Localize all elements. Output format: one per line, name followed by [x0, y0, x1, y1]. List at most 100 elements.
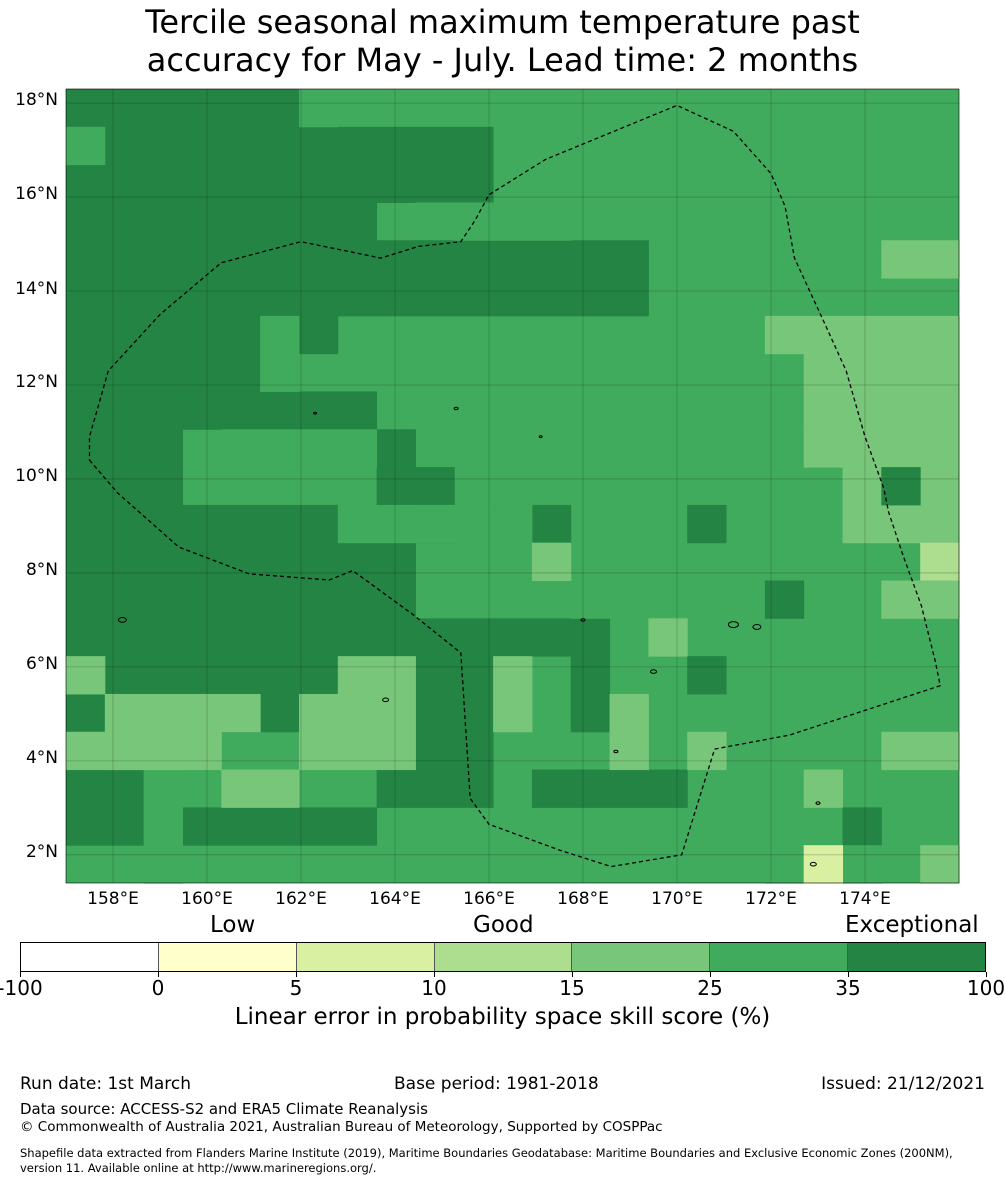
colorbar-tick-mark	[296, 972, 297, 977]
skill-cell	[221, 693, 261, 733]
skill-cell	[182, 807, 378, 846]
skill-cell	[298, 315, 339, 355]
skill-cell	[66, 656, 106, 695]
map-frame	[65, 88, 960, 884]
colorbar-segment	[296, 943, 435, 971]
copyright: © Commonwealth of Australia 2021, Austra…	[20, 1119, 663, 1135]
lat-label: 12°N	[15, 372, 58, 392]
colorbar-tick-mark	[986, 972, 987, 977]
islands	[117, 406, 821, 867]
skill-cell	[570, 580, 688, 619]
colorbar-segment	[710, 943, 849, 971]
skill-cell	[687, 656, 727, 695]
issued-date: Issued: 21/12/2021	[821, 1074, 985, 1094]
shapefile-credit-1: Shapefile data extracted from Flanders M…	[20, 1146, 953, 1160]
lat-label: 6°N	[25, 654, 58, 674]
colorbar-tick-label: 5	[289, 976, 303, 1000]
island-outline	[752, 624, 762, 630]
skill-cell	[920, 580, 960, 619]
skill-cells	[66, 89, 960, 884]
skill-cell	[764, 580, 805, 619]
colorbar-tick-label: 25	[697, 976, 723, 1000]
skill-cell	[221, 429, 378, 468]
island-outline	[117, 616, 127, 623]
lon-label: 170°E	[651, 889, 703, 909]
colorbar-segment	[434, 943, 573, 971]
lon-label: 164°E	[369, 889, 421, 909]
skill-cell	[66, 126, 106, 166]
island-outline	[580, 618, 586, 622]
skill-cell	[842, 391, 960, 468]
lat-label: 14°N	[15, 279, 58, 299]
island-outline	[453, 406, 459, 411]
skill-cell	[298, 693, 416, 771]
lon-label: 168°E	[557, 889, 609, 909]
colorbar-tick-mark	[848, 972, 849, 977]
skill-cell	[531, 240, 649, 317]
skill-cell	[66, 391, 183, 506]
category-low-label: Low	[210, 912, 256, 938]
skill-cell	[454, 202, 572, 241]
colorbar-tick-mark	[20, 972, 21, 977]
run-date: Run date: 1st March	[20, 1074, 192, 1094]
lon-label: 160°E	[181, 889, 233, 909]
skill-cell	[337, 656, 416, 695]
island-outline	[382, 697, 390, 703]
colorbar-tick-label: 100	[966, 976, 1005, 1000]
skill-map	[65, 88, 960, 884]
lat-label: 10°N	[15, 466, 58, 486]
title-line-2: accuracy for May - July. Lead time: 2 mo…	[146, 41, 859, 79]
colorbar-tick-mark	[434, 972, 435, 977]
colorbar-segment	[848, 943, 986, 971]
colorbar-tick-label: -100	[0, 976, 43, 1000]
skill-cell	[609, 731, 649, 771]
skill-cell	[337, 504, 533, 544]
skill-cell	[842, 807, 882, 846]
colorbar-tick-mark	[158, 972, 159, 977]
colorbar-segment	[572, 943, 711, 971]
skill-cell	[260, 315, 300, 392]
eez-boundary	[88, 104, 941, 868]
lon-label: 162°E	[275, 889, 327, 909]
skill-cell	[803, 769, 844, 808]
colorbar-tick-label: 15	[559, 976, 585, 1000]
title-line-1: Tercile seasonal maximum temperature pas…	[145, 3, 860, 41]
island-outline	[538, 435, 543, 439]
skill-cell	[531, 542, 572, 582]
skill-cell	[764, 315, 960, 355]
lat-label: 2°N	[25, 842, 58, 862]
skill-cell	[221, 769, 300, 808]
shapefile-credit-2: version 11. Available online at http://w…	[20, 1161, 377, 1175]
skill-cell	[66, 202, 378, 241]
skill-cell	[570, 618, 611, 733]
skill-cell	[298, 89, 339, 128]
skill-cell	[803, 845, 844, 884]
category-good-label: Good	[473, 912, 534, 938]
skill-cell	[337, 240, 533, 317]
skill-cell	[182, 391, 378, 430]
colorbar-tick-mark	[710, 972, 711, 977]
skill-cell	[881, 240, 960, 279]
skill-cell	[881, 467, 921, 506]
category-exceptional-label: Exceptional	[845, 912, 979, 938]
skill-cell	[920, 542, 960, 582]
skill-cell	[66, 315, 261, 392]
colorbar-tick-label: 0	[151, 976, 165, 1000]
skill-cell	[66, 731, 183, 771]
colorbar-segment	[158, 943, 297, 971]
lat-label: 18°N	[15, 90, 58, 110]
colorbar	[20, 942, 986, 972]
lat-label: 8°N	[25, 560, 58, 580]
colorbar-label: Linear error in probability space skill …	[234, 1004, 771, 1030]
skill-cell	[881, 731, 960, 771]
lon-label: 172°E	[745, 889, 797, 909]
island-outline	[613, 749, 619, 754]
skill-cell	[66, 618, 572, 657]
lat-label: 4°N	[25, 748, 58, 768]
skill-cell	[66, 126, 494, 203]
colorbar-tick-label: 10	[421, 976, 447, 1000]
skill-cell	[66, 89, 300, 128]
island-outline	[815, 801, 821, 805]
island-outline	[313, 411, 318, 415]
skill-cell	[687, 731, 727, 771]
